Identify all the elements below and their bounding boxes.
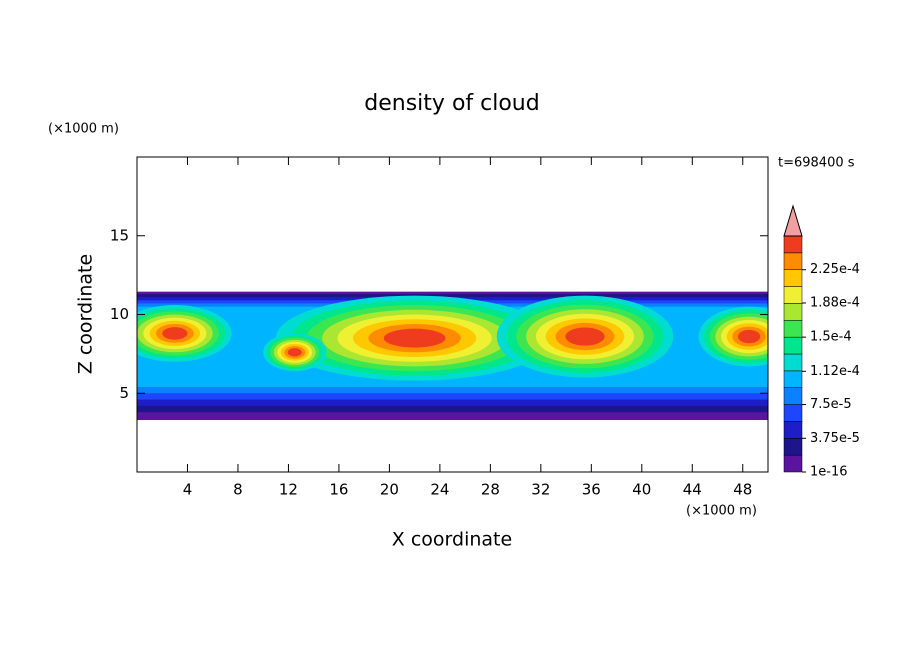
x-axis-title: X coordinate (392, 529, 512, 551)
x-tick-label: 32 (531, 481, 550, 499)
x-tick-label: 4 (183, 481, 193, 499)
colorbar-band (783, 252, 803, 270)
colorbar-band (783, 269, 803, 287)
colorbar-tick-label: 1e-16 (810, 465, 848, 480)
colorbar-band (783, 404, 803, 422)
x-tick-label: 40 (632, 481, 651, 499)
colorbar-tick-label: 7.5e-5 (810, 397, 852, 412)
chart-title: density of cloud (364, 91, 539, 116)
contour-region (287, 348, 302, 357)
contour-field (137, 291, 768, 421)
x-unit: (×1000 m) (686, 504, 757, 519)
colorbar-tick-label: 1.12e-4 (810, 364, 860, 379)
colorbar-extend (783, 204, 803, 237)
colorbar-band (783, 336, 803, 355)
x-tick-label: 12 (279, 481, 298, 499)
contour-region (383, 328, 446, 348)
contour-region (565, 327, 605, 346)
colorbar-band (783, 286, 803, 304)
colorbar-band (783, 320, 803, 338)
x-tick-label: 28 (481, 481, 500, 499)
colorbar-band (783, 353, 803, 372)
x-tick-label: 20 (380, 481, 399, 499)
colorbar-band (783, 235, 803, 254)
x-tick-label: 36 (582, 481, 601, 499)
time-label: t=698400 s (778, 156, 855, 171)
x-tick-label: 8 (233, 481, 243, 499)
colorbar-band (783, 438, 803, 456)
colorbar-band (783, 421, 803, 439)
x-tick-label: 44 (683, 481, 702, 499)
colorbar-tick-label: 1.88e-4 (810, 295, 860, 310)
colorbar-band (783, 303, 803, 321)
colorbar-band (783, 387, 803, 405)
x-tick-label: 24 (430, 481, 449, 499)
y-tick-label: 10 (110, 305, 129, 323)
y-tick-label: 5 (119, 384, 129, 402)
y-tick-label: 15 (110, 226, 129, 244)
colorbar-band (783, 370, 803, 388)
y-axis-title: Z coordinate (75, 254, 97, 374)
colorbar-band (783, 454, 803, 473)
contour-region (162, 327, 188, 340)
x-tick-label: 16 (329, 481, 348, 499)
contour-region (737, 329, 761, 344)
y-unit: (×1000 m) (48, 122, 119, 137)
x-tick-label: 48 (733, 481, 752, 499)
colorbar-tick-label: 1.5e-4 (810, 330, 852, 345)
colorbar-tick-label: 3.75e-5 (810, 431, 860, 446)
colorbar-tick-label: 2.25e-4 (810, 262, 860, 277)
